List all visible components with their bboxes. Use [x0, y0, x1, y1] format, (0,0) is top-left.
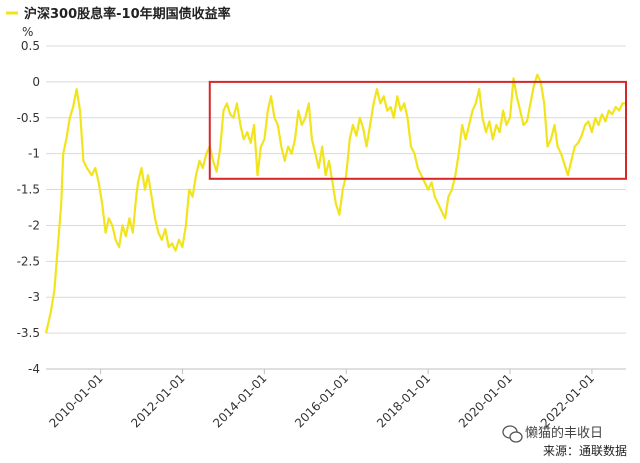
legend: 沪深300股息率-10年期国债收益率 — [6, 6, 231, 22]
y-tick-label: -4 — [28, 362, 40, 376]
x-tick-label: 2022-01-01 — [538, 371, 597, 430]
x-tick-label: 2010-01-01 — [46, 371, 105, 430]
series-line — [44, 73, 626, 334]
x-tick-label: 2012-01-01 — [128, 371, 187, 430]
watermark-text: 懒猫的丰收日 — [525, 425, 603, 441]
source-note: 来源：通联数据 — [543, 443, 627, 458]
x-tick-label: 2014-01-01 — [210, 371, 269, 430]
y-tick-label: -2 — [28, 218, 40, 232]
x-tick-label: 2020-01-01 — [456, 371, 515, 430]
y-tick-label: 0 — [32, 75, 40, 89]
x-axis-ticks: 2010-01-01 2012-01-01 2014-01-01 2016-01-01… — [46, 369, 597, 430]
x-tick-label: 2016-01-01 — [292, 371, 351, 430]
y-tick-label: -3.5 — [17, 326, 40, 340]
y-tick-label: -1.5 — [17, 183, 40, 197]
grid-lines — [46, 45, 626, 334]
y-tick-label: 0.5 — [21, 39, 40, 53]
wechat-icon — [502, 425, 523, 443]
y-tick-label: -2.5 — [17, 254, 40, 268]
y-tick-label: -0.5 — [17, 111, 40, 125]
y-tick-label: -1 — [28, 147, 40, 161]
highlight-box — [208, 80, 627, 180]
watermark: 懒猫的丰收日 — [502, 425, 603, 443]
y-tick-label: -3 — [28, 290, 40, 304]
legend-label: 沪深300股息率-10年期国债收益率 — [24, 6, 231, 22]
x-tick-label: 2018-01-01 — [374, 371, 433, 430]
y-axis-unit: % — [22, 25, 33, 39]
y-axis-ticks: 0.5 0 -0.5 -1 -1.5 -2 -2.5 -3 -3.5 -4 — [17, 39, 40, 376]
